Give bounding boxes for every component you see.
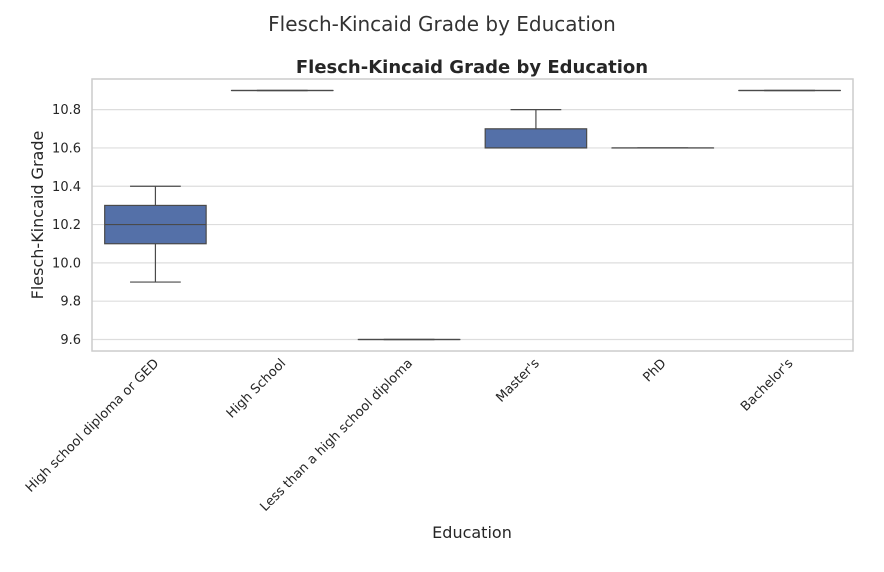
x-tick-label: PhD bbox=[641, 356, 670, 385]
figure-suptitle: Flesch-Kincaid Grade by Education bbox=[268, 12, 616, 36]
y-tick-label: 10.2 bbox=[52, 218, 81, 233]
x-axis-label: Education bbox=[432, 523, 512, 542]
boxplot-series bbox=[104, 89, 841, 341]
y-tick-label: 10.0 bbox=[52, 256, 81, 271]
y-tick-label: 9.6 bbox=[60, 333, 81, 348]
x-tick-label: Less than a high school diploma bbox=[257, 356, 415, 514]
y-tick-label: 10.4 bbox=[52, 180, 81, 195]
x-tick-label: High school diploma or GED bbox=[23, 356, 162, 495]
x-tick-label: Master's bbox=[493, 356, 542, 405]
x-tick-label: High School bbox=[224, 356, 289, 421]
box-iqr bbox=[484, 128, 588, 149]
y-axis-label: Flesch-Kincaid Grade bbox=[28, 131, 47, 300]
y-tick-labels: 9.6 9.8 10.0 10.2 10.4 10.6 10.8 bbox=[52, 103, 81, 348]
box-1 bbox=[104, 185, 207, 283]
grid-lines bbox=[92, 109, 853, 341]
x-tick-label: Bachelor's bbox=[738, 356, 797, 415]
plot-frame bbox=[91, 78, 854, 352]
y-tick-label: 10.8 bbox=[52, 103, 81, 118]
x-tick-labels: High school diploma or GED High SchoolLes… bbox=[23, 356, 797, 515]
chart-title: Flesch-Kincaid Grade by Education bbox=[296, 57, 648, 78]
y-tick-label: 10.6 bbox=[52, 141, 81, 156]
y-tick-label: 9.8 bbox=[60, 295, 81, 310]
box-4 bbox=[484, 109, 588, 149]
